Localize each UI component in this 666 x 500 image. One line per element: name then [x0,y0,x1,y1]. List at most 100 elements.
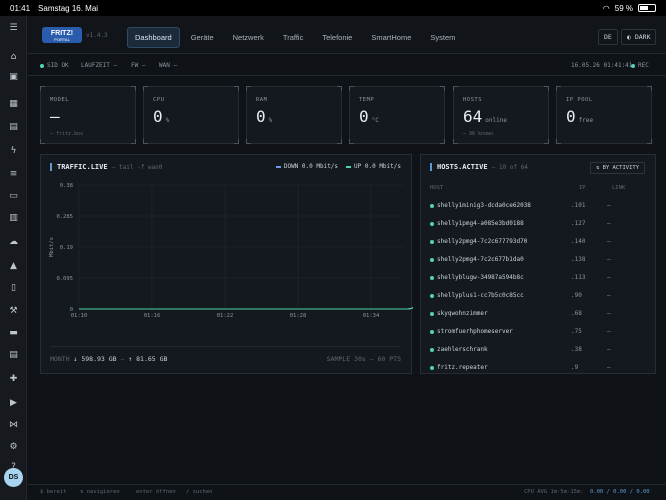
host-name: shelly1pmg4-a085e3bd0188 [430,220,524,227]
host-status-dot-icon [430,275,434,280]
host-row[interactable]: zaehlerschrank .38 — [421,341,655,359]
nav-netzwerk[interactable]: Netzwerk [232,33,264,42]
dashboard-icon[interactable]: ▦ [9,99,18,109]
cloud-icon[interactable]: ☁ [9,237,18,247]
card-label: RAM [256,97,268,103]
pos-icon[interactable]: ▬ [9,328,18,338]
list-icon[interactable]: ≡ [9,169,18,179]
y-tick-label: 0.38 [60,183,73,189]
wrench-icon[interactable]: ⚒ [9,306,18,316]
hint-search: / suchen [186,489,213,495]
series-line-up [79,307,413,310]
host-status-dot-icon [430,257,434,262]
host-name: shellyplus1-cc7b5c0c85cc [430,292,524,299]
card-ram: RAM 0% [246,86,342,144]
logo-text-bottom: PORTAL [54,37,70,42]
cpu-avg-label: CPU AVG 1m·5m·15m: [524,489,584,495]
puzzle-icon[interactable]: ✚ [9,374,18,384]
phone-icon[interactable]: ▯ [11,283,16,293]
host-link: — [607,202,611,209]
status-date: Samstag 16. Mai [38,3,99,13]
nav-traffic[interactable]: Traffic [282,33,304,42]
traffic-legend: DOWN 0.0 Mbit/s UP 0.0 Mbit/s [275,163,401,170]
col-link: LINK [612,185,626,191]
host-row[interactable]: stromfuerhphomeserver .75 — [421,323,655,341]
host-row[interactable]: shelly1pmg4-a085e3bd0188 .127 — [421,215,655,233]
card-value: 0% [256,107,273,126]
rec-status: REC [631,62,649,69]
rec-text: REC [638,62,649,69]
host-name: fritz.repeater [430,364,488,371]
nav-smarthome[interactable]: SmartHome [371,33,412,42]
host-name: stromfuerhphomeserver [430,328,513,335]
sort-by-activity-button[interactable]: ⇅ BY ACTIVITY [589,162,645,174]
cpu-avg-values: 0.00 / 0.00 / 0.00 [590,489,650,495]
status-bar: 01:41 Samstag 16. Mai ◠ 59 % [0,0,666,16]
card-label: HOSTS [463,97,483,103]
avatar[interactable]: DS [4,468,23,487]
host-row[interactable]: shellyplus1-cc7b5c0c85cc .90 — [421,287,655,305]
settings-icon[interactable]: ⚙ [9,442,18,452]
card-foot: — fritz.box [50,131,84,137]
fritz-portal-logo[interactable]: FRITZ! PORTAL [42,26,82,44]
rec-dot-icon [631,63,635,68]
nav-telefonie[interactable]: Telefonie [322,33,353,42]
fw-status: FW — [131,62,146,69]
series-line-down [79,307,413,310]
host-row[interactable]: shelly1minig3-dcda0ce62038 .101 — [421,197,655,215]
host-link: — [607,328,611,335]
docs-icon[interactable]: ▤ [9,350,18,360]
host-status-dot-icon [430,293,434,298]
host-ip: .101 [571,202,586,209]
host-row[interactable]: fritz.repeater .9 — [421,359,655,377]
traffic-sample-info: SAMPLE 30s — 60 PTS [326,355,401,363]
host-name: shelly2pmg4-7c2c677793d70 [430,238,527,245]
host-status-dot-icon [430,203,434,208]
host-status-dot-icon [430,365,434,370]
host-ip: .90 [571,292,582,299]
card-value: 0 °C [359,107,379,126]
chart-icon[interactable]: ▥ [9,213,18,223]
card-label: IP POOL [566,97,593,103]
wifi-icon: ◠ [602,3,610,13]
traffic-panel: TRAFFIC.LIVE — tail -f wan0 DOWN 0.0 Mbi… [40,154,413,374]
host-link: — [607,274,611,281]
card-value: 64 online [463,107,507,126]
host-row[interactable]: shelly2pmg4-7c2c677b1da0 .138 — [421,251,655,269]
host-name: skyqwohnzimmer [430,310,488,317]
card-hosts: HOSTS 64 online — 96 known [453,86,549,144]
host-name: shellyblugw-34987a594b8c [430,274,524,281]
vscode-icon[interactable]: ⋈ [9,420,18,430]
x-tick-label: 01:10 [71,313,88,319]
theme-toggle-button[interactable]: ◐ DARK [621,29,657,45]
host-ip: .127 [571,220,586,227]
host-ip: .38 [571,346,582,353]
host-row[interactable]: skyqwohnzimmer .68 — [421,305,655,323]
bottom-bar: $ bereit ⇅ navigieren enter öffnen / suc… [28,484,666,500]
nav-geraete[interactable]: Geräte [190,33,214,42]
host-row[interactable]: shelly2pmg4-7c2c677793d70 .140 — [421,233,655,251]
language-button[interactable]: DE [598,29,618,45]
media-play-icon[interactable]: ▶ [10,398,17,408]
host-status-dot-icon [430,347,434,352]
series-area-down [79,307,413,309]
host-link: — [607,292,611,299]
host-status-dot-icon [430,311,434,316]
host-status-dot-icon [430,329,434,334]
host-row[interactable]: shellyblugw-34987a594b8c .113 — [421,269,655,287]
traffic-month-summary: MONTH ↓ 598.93 GB — ↑ 81.65 GB [50,355,168,363]
nav-system[interactable]: System [430,33,456,42]
help-icon[interactable]: ? [11,462,16,472]
contacts-icon[interactable]: ▣ [9,72,18,82]
menu-icon[interactable]: ☰ [9,23,18,33]
nav-dashboard[interactable]: Dashboard [127,27,180,48]
media-icon[interactable]: ▤ [9,122,18,132]
host-link: — [607,256,611,263]
home-icon[interactable]: ⌂ [10,52,17,62]
store-icon[interactable]: ▲ [10,261,17,271]
page-icon[interactable]: ▭ [9,191,18,201]
series-area-up [79,307,413,309]
card-label: MODEL [50,97,70,103]
col-host: HOST [430,185,444,191]
power-icon[interactable]: ϟ [10,146,17,156]
